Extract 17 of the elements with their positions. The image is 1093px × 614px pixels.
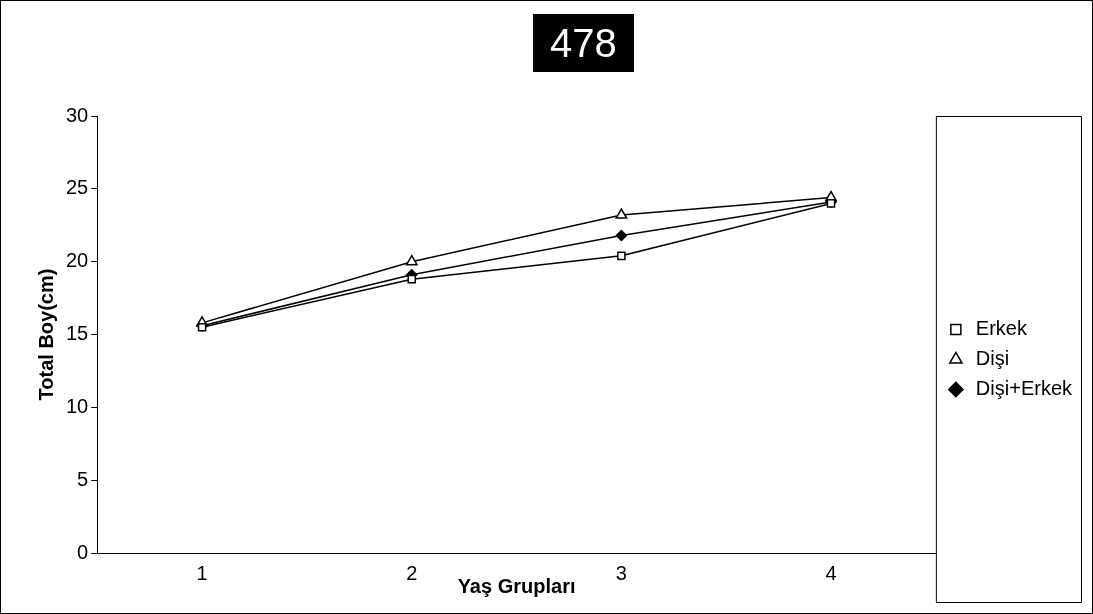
- legend-label: Dişi+Erkek: [975, 377, 1073, 400]
- x-tick-label: 3: [615, 561, 627, 584]
- y-tick-label: 25: [66, 176, 89, 199]
- y-axis-title: Total Boy(cm): [34, 268, 57, 401]
- x-tick-label: 1: [196, 561, 208, 584]
- x-tick-label: 2: [406, 561, 418, 584]
- x-tick-label: 4: [825, 561, 837, 584]
- y-tick-label: 20: [66, 249, 89, 272]
- y-tick-label: 5: [77, 467, 89, 490]
- chart-title: 478: [533, 14, 634, 72]
- y-tick-label: 15: [66, 322, 89, 345]
- legend-label: Dişi: [975, 347, 1010, 370]
- y-tick-label: 10: [66, 394, 89, 417]
- x-axis-title: Yaş Grupları: [457, 574, 576, 597]
- y-tick-label: 0: [77, 540, 89, 563]
- legend-label: Erkek: [975, 317, 1028, 340]
- y-tick-label: 30: [66, 103, 89, 126]
